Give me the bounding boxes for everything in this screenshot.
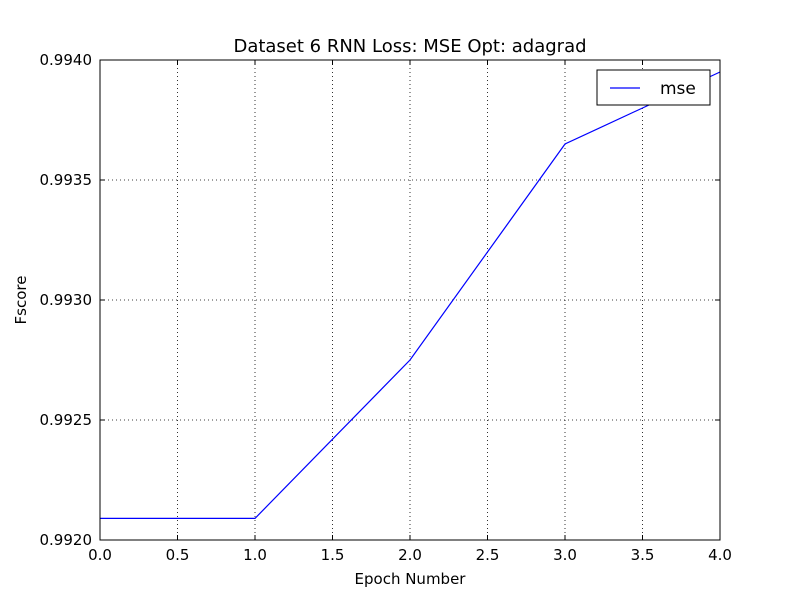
- legend: mse: [596, 69, 711, 106]
- axis-ticks: 0.0 0.5 1.0 1.5 2.0 2.5 3.0 3.5 4.0 0.9920 0.9925 0…: [40, 51, 732, 564]
- series-line-mse: [100, 71, 721, 520]
- x-tick-label: 3.5: [631, 546, 655, 564]
- x-tick-label: 3.0: [553, 546, 577, 564]
- y-tick-label: 0.9920: [40, 531, 93, 549]
- x-tick-label: 0.0: [88, 546, 112, 564]
- x-axis-label: Epoch Number: [355, 570, 467, 588]
- legend-label-mse: mse: [660, 79, 696, 99]
- x-tick-label: 4.0: [708, 546, 732, 564]
- x-tick-label: 2.0: [398, 546, 422, 564]
- x-tick-label: 2.5: [476, 546, 500, 564]
- series-layer: [100, 71, 721, 520]
- chart-title: Dataset 6 RNN Loss: MSE Opt: adagrad: [233, 36, 586, 57]
- y-tick-label: 0.9930: [40, 291, 93, 309]
- y-tick-label: 0.9940: [40, 51, 93, 69]
- y-axis-label: Fscore: [12, 276, 30, 325]
- x-tick-label: 1.0: [243, 546, 267, 564]
- y-tick-label: 0.9935: [40, 171, 93, 189]
- y-tick-label: 0.9925: [40, 411, 93, 429]
- x-tick-label: 0.5: [166, 546, 190, 564]
- x-tick-label: 1.5: [321, 546, 345, 564]
